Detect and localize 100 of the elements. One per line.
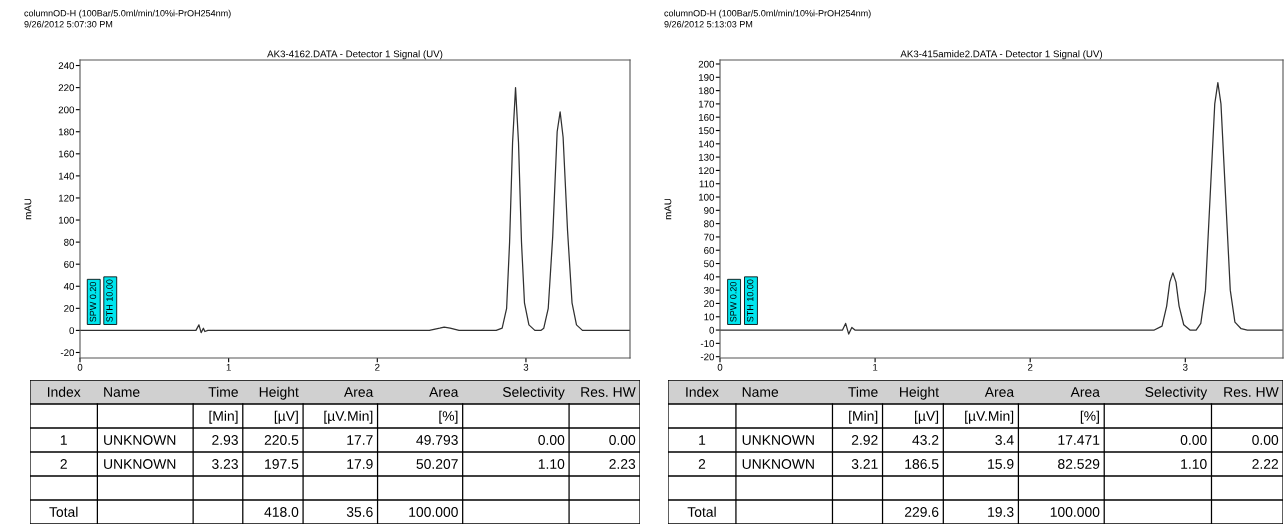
text: 0.00 [609, 435, 636, 445]
text: UNKNOWN [104, 435, 176, 445]
text: 229.6 [904, 507, 939, 517]
y-tick-label: 80 [704, 220, 715, 228]
text: 2.23 [609, 459, 636, 469]
text: 1.10 [538, 459, 565, 469]
text: [µV] [274, 410, 298, 424]
y-tick-label: 110 [699, 180, 715, 188]
x-tick-label: 2 [1027, 363, 1033, 371]
text: 1 [699, 435, 706, 445]
text: Height [900, 386, 939, 400]
y-tick-label: 100 [58, 216, 75, 224]
y-tick-label: -20 [700, 353, 715, 361]
text: Name [742, 387, 779, 397]
text: UNKNOWN [742, 459, 814, 469]
y-tick-label: 100 [698, 193, 715, 201]
y-tick-label: 120 [58, 194, 75, 202]
text: 49.793 [416, 435, 458, 445]
y-tick-label: 200 [698, 60, 715, 68]
text: 100.000 [1050, 507, 1100, 517]
y-tick-label: 60 [64, 260, 75, 268]
y-tick-label: 30 [704, 286, 715, 294]
text: 3.23 [212, 459, 238, 469]
y-tick-label: 0 [69, 327, 75, 335]
y-tick-label: 140 [698, 140, 715, 148]
text: [µV.Min] [324, 410, 373, 424]
y-tick-label: 60 [704, 246, 715, 254]
annotation: SPW 0.20 [730, 281, 737, 322]
y-axis-title: mAU [24, 198, 32, 220]
y-tick-label: 0 [709, 326, 715, 334]
y-tick-label: 150 [698, 127, 715, 135]
text: 197.5 [265, 459, 299, 469]
x-tick-label: 2 [375, 363, 380, 371]
text: Total [49, 506, 78, 517]
text: 43.2 [912, 435, 939, 445]
chart-title: AK3-415amide2.DATA - Detector 1 Signal (UV) [900, 50, 1103, 60]
y-tick-label: 70 [704, 233, 715, 241]
text: columnOD-H (100Bar/5.0ml/min/10%i-PrOH254nm) [24, 9, 231, 19]
text: 19.3 [988, 507, 1014, 517]
text: [Min] [209, 410, 238, 424]
text: 35.6 [346, 507, 373, 517]
y-tick-label: 90 [704, 207, 715, 214]
text: [%] [1080, 410, 1099, 424]
x-tick-label: 0 [717, 363, 723, 371]
annotation: SPW 0.20 [89, 281, 97, 322]
text: 0.00 [1252, 435, 1279, 445]
y-tick-label: 240 [58, 62, 75, 70]
text: Area [984, 387, 1015, 397]
text: Area [429, 387, 459, 397]
annotation: STH 10.00 [747, 279, 754, 322]
text: 50.207 [416, 459, 458, 469]
text: Index [686, 386, 719, 397]
text: 17.471 [1058, 435, 1100, 445]
y-tick-label: -10 [700, 340, 715, 347]
y-tick-label: 160 [58, 150, 75, 158]
text: Area [343, 387, 374, 397]
text: UNKNOWN [104, 459, 176, 469]
y-tick-label: 10 [704, 313, 715, 321]
text: 82.529 [1058, 459, 1100, 469]
y-tick-label: 170 [698, 100, 715, 108]
y-tick-label: 20 [704, 300, 715, 308]
text: 220.5 [264, 435, 299, 445]
y-tick-label: 40 [63, 282, 75, 290]
y-tick-label: 180 [58, 128, 75, 136]
x-tick-label: 1 [873, 363, 878, 371]
y-tick-label: 40 [703, 273, 715, 281]
text: 9/26/2012 5:13:03 PM [664, 20, 753, 28]
text: 17.9 [347, 459, 373, 469]
line-series [720, 81, 1283, 335]
y-tick-label: 120 [698, 167, 715, 175]
text: 3.4 [995, 435, 1014, 445]
text: Time [848, 386, 878, 397]
text: Selectivity [1145, 386, 1208, 400]
y-tick-label: 20 [64, 305, 75, 312]
text: 1 [60, 435, 67, 445]
y-axis-title: mAU [664, 198, 672, 220]
y-tick-label: 140 [58, 172, 75, 180]
text: 9/26/2012 5:07:30 PM [24, 20, 113, 28]
x-tick-label: 0 [77, 363, 83, 371]
text: 2.92 [851, 435, 878, 445]
line-series [80, 86, 630, 334]
text: [µV.Min] [965, 410, 1014, 424]
y-tick-label: 190 [698, 74, 715, 81]
text: 100.000 [409, 507, 458, 517]
text: Index [47, 386, 81, 397]
text: [%] [439, 410, 458, 424]
text: Total [687, 506, 716, 517]
text: Name [104, 387, 140, 397]
text: Height [259, 386, 299, 400]
text: 2 [60, 459, 67, 469]
y-tick-label: 200 [58, 106, 75, 114]
text: 17.7 [347, 435, 373, 445]
y-tick-label: 180 [698, 87, 715, 95]
text: 418.0 [264, 507, 299, 517]
y-tick-label: 130 [698, 153, 715, 161]
text: 2.22 [1252, 459, 1279, 469]
text: 2 [698, 459, 706, 469]
text: 0.00 [538, 435, 565, 445]
text: 15.9 [988, 459, 1014, 469]
text: 1.10 [1181, 459, 1207, 469]
